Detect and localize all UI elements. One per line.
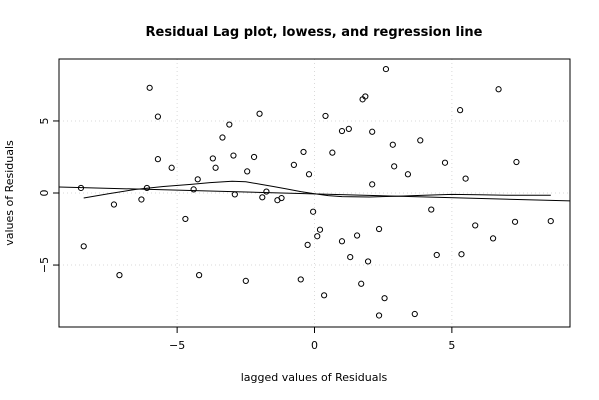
data-point <box>369 128 376 135</box>
data-point <box>391 163 398 170</box>
data-point <box>381 295 388 302</box>
y-axis: −5 0 5 <box>38 117 59 273</box>
data-point <box>375 225 383 233</box>
data-point <box>231 191 238 198</box>
data-point <box>310 208 317 215</box>
data-point <box>547 217 554 225</box>
data-point <box>143 184 151 192</box>
data-point <box>305 171 313 178</box>
data-point <box>290 161 297 169</box>
grid <box>59 59 570 327</box>
data-point <box>338 127 346 135</box>
data-point <box>364 258 372 265</box>
data-point <box>219 134 226 141</box>
data-point <box>80 243 87 250</box>
data-point <box>462 175 469 182</box>
data-point <box>322 112 329 120</box>
data-point <box>511 218 519 225</box>
data-point <box>138 196 145 203</box>
data-point <box>194 176 201 183</box>
data-point <box>489 235 497 242</box>
data-point <box>375 312 383 319</box>
data-point <box>347 254 354 261</box>
y-tick-label: 5 <box>38 117 51 124</box>
data-point <box>196 272 203 279</box>
data-point <box>472 222 479 229</box>
data-point <box>353 232 361 239</box>
data-point <box>314 233 321 240</box>
x-tick-label: 0 <box>311 339 318 352</box>
data-point <box>250 153 258 161</box>
data-point <box>278 194 285 202</box>
x-tick-label: −5 <box>169 339 185 352</box>
data-point <box>168 164 175 171</box>
data-point <box>411 310 418 318</box>
data-point <box>389 141 396 148</box>
data-point <box>417 137 424 144</box>
data-point <box>404 171 412 178</box>
data-point <box>457 107 464 114</box>
data-point <box>362 93 369 100</box>
data-point <box>345 125 352 132</box>
data-point <box>458 251 465 258</box>
data-point <box>146 84 153 91</box>
data-point <box>441 159 449 166</box>
data-point <box>513 158 520 166</box>
data-point <box>226 121 233 128</box>
data-point <box>154 156 162 163</box>
data-point <box>297 276 304 283</box>
data-point <box>230 152 237 159</box>
data-points <box>77 65 554 319</box>
data-point <box>263 188 270 195</box>
data-point <box>428 206 435 213</box>
data-point <box>212 164 219 171</box>
data-point <box>110 201 118 208</box>
data-point <box>256 110 263 117</box>
data-point <box>369 181 376 188</box>
data-point <box>116 272 123 279</box>
data-point <box>244 168 251 175</box>
chart-title: Residual Lag plot, lowess, and regressio… <box>146 25 483 40</box>
y-tick-label: 0 <box>38 190 51 197</box>
data-point <box>259 194 266 201</box>
data-point <box>300 148 307 156</box>
data-point <box>304 241 311 248</box>
y-axis-label: values of Residuals <box>3 140 16 246</box>
data-point <box>190 186 197 193</box>
x-axis-label: lagged values of Residuals <box>241 371 388 384</box>
data-point <box>358 280 365 287</box>
lowess-line <box>83 180 551 199</box>
data-point <box>77 184 85 192</box>
data-point <box>382 65 390 73</box>
x-tick-label: 5 <box>448 339 455 352</box>
data-point <box>154 113 162 120</box>
y-tick-label: −5 <box>38 257 51 273</box>
data-point <box>209 155 216 162</box>
data-point <box>182 215 189 223</box>
x-axis: −5 0 5 <box>169 327 455 352</box>
data-point <box>242 277 249 284</box>
data-point <box>329 149 336 156</box>
data-point <box>321 292 328 299</box>
data-point <box>495 86 502 93</box>
data-point <box>433 251 440 259</box>
data-point <box>316 226 324 233</box>
data-point <box>338 238 346 245</box>
